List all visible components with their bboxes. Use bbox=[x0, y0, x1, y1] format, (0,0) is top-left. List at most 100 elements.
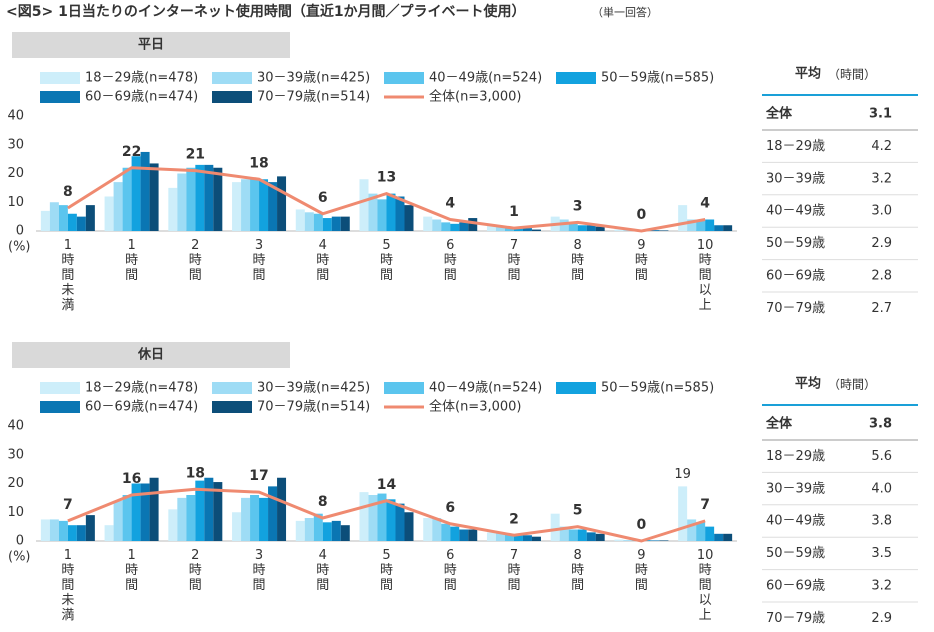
legend-label: 40－49歳(n=524) bbox=[429, 381, 542, 396]
bar bbox=[559, 526, 569, 541]
bar bbox=[595, 533, 605, 541]
x-tick-label: 1 時間未満 bbox=[61, 238, 74, 313]
x-tick-label: 4 時間 bbox=[316, 548, 329, 593]
value-label: 21 bbox=[186, 147, 205, 163]
bar bbox=[395, 196, 405, 231]
bar bbox=[122, 495, 132, 541]
table-label: 全体 bbox=[765, 106, 793, 122]
bar bbox=[614, 539, 624, 541]
bar bbox=[395, 503, 405, 541]
bar bbox=[250, 495, 260, 541]
bar bbox=[459, 529, 469, 541]
bar bbox=[49, 202, 59, 231]
y-tick-label: 40 bbox=[7, 419, 24, 434]
table-label: 50－59歳 bbox=[766, 546, 825, 561]
bar bbox=[67, 213, 77, 231]
table-label: 70－79歳 bbox=[766, 301, 825, 316]
bar bbox=[140, 151, 150, 231]
table-value: 3.2 bbox=[871, 579, 892, 594]
bar bbox=[650, 540, 660, 541]
bar bbox=[531, 536, 541, 541]
bar bbox=[659, 230, 669, 231]
bar bbox=[522, 535, 532, 541]
table-value: 3.8 bbox=[869, 417, 892, 432]
bar bbox=[113, 500, 123, 541]
table-label: 30－39歳 bbox=[766, 481, 825, 496]
bar bbox=[486, 225, 496, 231]
legend-label: 18－29歳(n=478) bbox=[85, 71, 198, 86]
bar bbox=[168, 509, 178, 541]
legend-swatch bbox=[384, 382, 424, 394]
table-title: 平均 bbox=[795, 66, 821, 82]
table-label: 30－39歳 bbox=[766, 171, 825, 186]
bar bbox=[678, 486, 688, 541]
value-label: 0 bbox=[637, 207, 647, 223]
bar bbox=[113, 182, 123, 231]
value-label: 14 bbox=[377, 477, 397, 493]
bar bbox=[450, 223, 460, 231]
bar bbox=[241, 497, 251, 541]
bar bbox=[67, 525, 77, 541]
page-title: <図5> 1日当たりのインターネット使用時間（直近1か月間／プライベート使用） bbox=[6, 3, 526, 20]
bar bbox=[322, 218, 332, 231]
bar bbox=[277, 176, 287, 231]
bar bbox=[522, 228, 532, 231]
table-label: 全体 bbox=[765, 416, 793, 432]
bar bbox=[495, 226, 505, 231]
value-label: 4 bbox=[445, 196, 455, 212]
bar bbox=[40, 519, 50, 541]
bar bbox=[723, 533, 733, 541]
x-tick-label: 7 時間 bbox=[507, 548, 520, 593]
bar bbox=[432, 219, 442, 231]
table-label: 70－79歳 bbox=[766, 611, 825, 626]
bar bbox=[213, 167, 223, 231]
panel-title: 平日 bbox=[138, 38, 164, 53]
value-label: 16 bbox=[122, 471, 141, 487]
bar bbox=[85, 205, 95, 231]
table-unit: （時間） bbox=[828, 68, 876, 82]
table-value: 2.9 bbox=[871, 611, 892, 626]
legend-label: 70－79歳(n=514) bbox=[257, 400, 370, 415]
value-label: 7 bbox=[700, 497, 710, 513]
bar bbox=[259, 179, 269, 231]
bar bbox=[423, 216, 433, 231]
bar bbox=[696, 219, 706, 231]
bar bbox=[423, 518, 433, 541]
y-tick-label: 10 bbox=[7, 195, 24, 210]
bar bbox=[104, 525, 114, 541]
bar bbox=[268, 486, 278, 541]
x-tick-label: 6 時間 bbox=[444, 548, 457, 593]
bar bbox=[177, 173, 187, 231]
bar bbox=[131, 483, 141, 541]
bar bbox=[204, 164, 214, 231]
table-value: 3.8 bbox=[871, 514, 892, 529]
bar bbox=[441, 523, 451, 541]
bar bbox=[331, 520, 341, 541]
table-title: 平均 bbox=[795, 376, 821, 392]
bar bbox=[386, 499, 396, 541]
bar bbox=[486, 532, 496, 541]
x-tick-label: 1 時間未満 bbox=[61, 548, 74, 623]
y-tick-label: 0 bbox=[16, 224, 24, 239]
x-tick-label: 9 時間 bbox=[635, 548, 648, 593]
bar bbox=[586, 532, 596, 541]
bar bbox=[232, 182, 242, 231]
x-tick-label: 1 時間 bbox=[125, 238, 138, 283]
bar bbox=[568, 529, 578, 541]
bar bbox=[687, 219, 697, 231]
legend-label: 18－29歳(n=478) bbox=[85, 381, 198, 396]
bar bbox=[559, 219, 569, 231]
bar bbox=[468, 529, 478, 541]
bar bbox=[577, 225, 587, 231]
bar bbox=[577, 529, 587, 541]
bar bbox=[195, 480, 205, 541]
bar bbox=[714, 225, 724, 231]
table-unit: （時間） bbox=[828, 378, 876, 392]
y-axis-label: (%) bbox=[8, 240, 31, 255]
table-value: 3.5 bbox=[871, 546, 892, 561]
bar bbox=[678, 205, 688, 231]
table-value: 2.9 bbox=[871, 236, 892, 251]
bar bbox=[331, 216, 341, 231]
bar bbox=[705, 526, 715, 541]
bar bbox=[550, 513, 560, 541]
